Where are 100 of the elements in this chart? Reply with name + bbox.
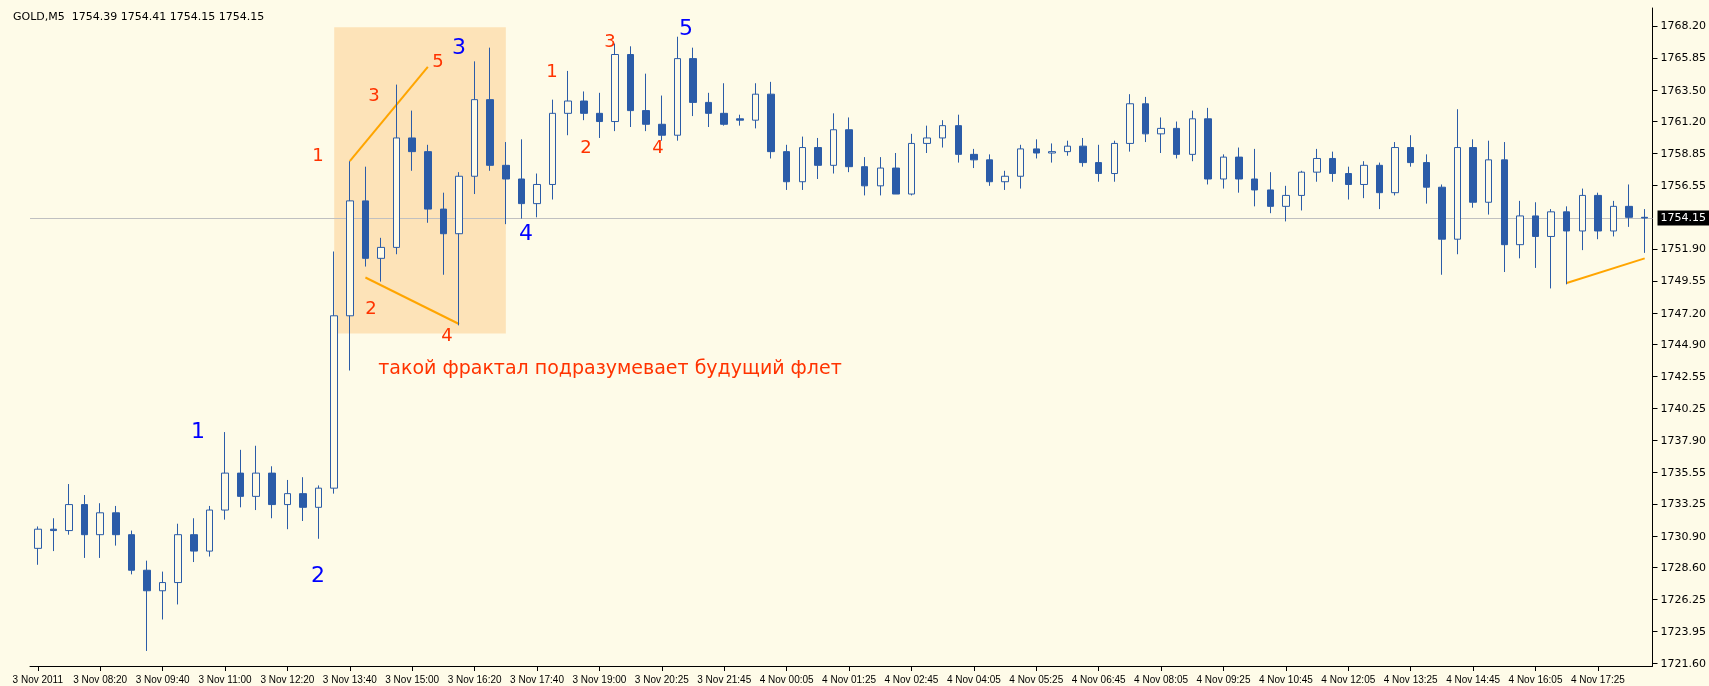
y-tick-label: 1749.55 xyxy=(1660,274,1707,288)
candlestick xyxy=(440,192,447,276)
y-tick-label: 1733.25 xyxy=(1660,497,1707,511)
candlestick xyxy=(720,82,728,127)
candlestick xyxy=(1033,138,1040,159)
candlestick xyxy=(393,84,400,255)
candlestick xyxy=(1064,140,1071,157)
y-tick-label: 1730.90 xyxy=(1660,529,1707,543)
candlestick xyxy=(783,144,790,191)
candlestick xyxy=(1048,142,1056,164)
y-tick-label: 1721.60 xyxy=(1660,656,1707,670)
candlestick xyxy=(1360,160,1368,199)
candlestick xyxy=(1423,153,1430,205)
x-tick-label: 3 Nov 19:00 xyxy=(572,673,627,685)
y-tick-label: 1751.90 xyxy=(1660,242,1707,256)
candlestick xyxy=(518,138,525,220)
x-tick-label: 4 Nov 02:45 xyxy=(884,673,939,685)
y-tick-label: 1742.55 xyxy=(1660,370,1707,384)
candlestick xyxy=(705,92,712,128)
candlestick xyxy=(315,484,322,540)
annotation: 4 xyxy=(441,323,453,345)
x-tick-label: 4 Nov 17:25 xyxy=(1570,673,1626,685)
candlestick xyxy=(299,476,307,522)
candlestick xyxy=(190,517,198,563)
candlestick xyxy=(174,523,182,605)
candlestick xyxy=(689,47,697,117)
candlestick xyxy=(1469,138,1477,209)
x-tick-label: 4 Nov 10:45 xyxy=(1258,673,1314,685)
candlestick xyxy=(955,114,962,164)
y-tick-label: 1728.60 xyxy=(1660,561,1707,575)
y-tick-label: 1747.20 xyxy=(1660,306,1707,320)
candlestick xyxy=(596,92,603,139)
candlestick xyxy=(455,171,463,326)
candlestick xyxy=(330,251,338,495)
y-tick-label: 1758.85 xyxy=(1660,147,1707,161)
x-tick-label: 3 Nov 15:00 xyxy=(385,673,440,685)
candlestick xyxy=(1641,208,1648,254)
candlestick xyxy=(1376,162,1383,210)
candlestick xyxy=(252,445,260,511)
y-tick-label: 1765.85 xyxy=(1660,51,1707,65)
candlestick xyxy=(112,505,120,547)
candlestick xyxy=(408,110,416,172)
candlestick xyxy=(1625,183,1633,228)
y-tick-label: 1756.55 xyxy=(1660,178,1707,192)
candlestick xyxy=(1126,93,1134,153)
candlestick xyxy=(159,571,166,620)
candlestick xyxy=(65,483,73,536)
y-tick-label: 1737.90 xyxy=(1660,433,1707,447)
candlestick xyxy=(1391,141,1399,196)
candlestick xyxy=(50,517,57,552)
candlestick xyxy=(970,148,978,169)
candlestick xyxy=(1251,148,1258,207)
candlestick xyxy=(96,502,104,559)
candlestick xyxy=(1298,170,1305,211)
annotation: 3 xyxy=(368,83,380,105)
candlestick xyxy=(1579,188,1586,251)
candlestick xyxy=(1438,183,1446,276)
x-tick-label: 3 Nov 21:45 xyxy=(697,673,752,685)
candlestick xyxy=(424,144,432,224)
y-tick-label: 1740.25 xyxy=(1660,401,1707,415)
x-tick-label: 4 Nov 13:25 xyxy=(1383,673,1439,685)
x-tick-label: 4 Nov 00:05 xyxy=(759,673,815,685)
candlestick xyxy=(1220,153,1227,190)
annotation: 1 xyxy=(191,417,205,443)
x-tick-label: 4 Nov 01:25 xyxy=(822,673,877,685)
candlestick xyxy=(1095,144,1102,183)
x-tick-label: 4 Nov 05:25 xyxy=(1009,673,1064,685)
candlestick xyxy=(1173,121,1180,159)
candlestick xyxy=(658,95,666,142)
candlestick xyxy=(284,479,291,530)
annotation: 5 xyxy=(679,14,693,40)
x-tick-label: 3 Nov 13:40 xyxy=(322,673,378,685)
candlestick xyxy=(128,530,135,575)
candlestick xyxy=(81,494,88,559)
candlestick xyxy=(1547,208,1555,289)
x-tick-label: 4 Nov 09:25 xyxy=(1196,673,1251,685)
candlestick xyxy=(830,112,837,175)
candlestick xyxy=(1594,192,1602,240)
candlestick xyxy=(221,431,229,521)
candlestick xyxy=(1189,110,1196,162)
candlestick xyxy=(1454,108,1461,255)
x-tick-label: 3 Nov 09:40 xyxy=(135,673,190,685)
candlestick xyxy=(237,449,244,508)
candlestick xyxy=(268,465,276,519)
candlestick xyxy=(1111,140,1118,183)
annotation: 3 xyxy=(604,29,616,51)
y-tick-label: 1744.90 xyxy=(1660,338,1707,352)
candlestick xyxy=(736,114,744,127)
candlestick xyxy=(1157,116,1165,154)
candlestick xyxy=(908,133,915,196)
y-tick-label: 1761.20 xyxy=(1660,115,1707,129)
x-tick-label: 4 Nov 04:05 xyxy=(946,673,1002,685)
candlestick xyxy=(1532,201,1539,269)
candlestick xyxy=(1563,205,1570,285)
candlestick xyxy=(1001,170,1009,191)
candlestick xyxy=(1610,200,1617,237)
candlestick xyxy=(1407,134,1414,168)
candlestick xyxy=(939,119,946,149)
candlestick xyxy=(845,116,853,173)
candlestick xyxy=(533,173,541,218)
